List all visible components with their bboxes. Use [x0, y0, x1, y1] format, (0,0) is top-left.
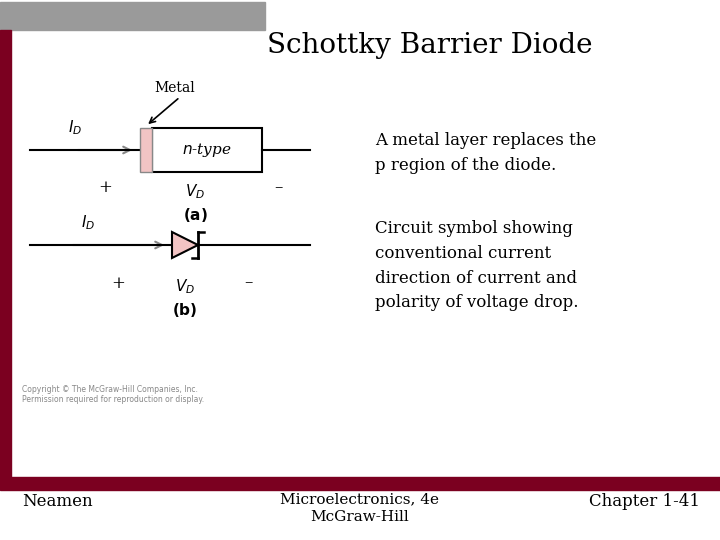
- Polygon shape: [172, 232, 198, 258]
- Text: $V_D$: $V_D$: [175, 278, 195, 296]
- Text: $\mathbf{(a)}$: $\mathbf{(a)}$: [183, 206, 207, 224]
- Text: +: +: [98, 179, 112, 197]
- Bar: [0, 2, 265, 30]
- Bar: [0, 30, 11, 478]
- Text: Copyright © The McGraw-Hill Companies, Inc.
Permission required for reproduction: Copyright © The McGraw-Hill Companies, I…: [22, 385, 204, 404]
- Text: Chapter 1-41: Chapter 1-41: [589, 494, 700, 510]
- Text: –: –: [244, 274, 252, 292]
- Bar: [0, 477, 720, 490]
- Text: $\mathbf{(b)}$: $\mathbf{(b)}$: [172, 301, 198, 319]
- Text: Microelectronics, 4e
McGraw-Hill: Microelectronics, 4e McGraw-Hill: [281, 492, 439, 524]
- Text: $n$-type: $n$-type: [182, 141, 232, 159]
- Text: $I_D$: $I_D$: [68, 118, 82, 137]
- Text: $I_D$: $I_D$: [81, 213, 95, 232]
- Text: $V_D$: $V_D$: [185, 183, 205, 201]
- Text: A metal layer replaces the
p region of the diode.: A metal layer replaces the p region of t…: [375, 132, 596, 174]
- Text: Metal: Metal: [155, 81, 195, 95]
- Text: Neamen: Neamen: [22, 494, 93, 510]
- Text: +: +: [111, 274, 125, 292]
- Text: Circuit symbol showing
conventional current
direction of current and
polarity of: Circuit symbol showing conventional curr…: [375, 220, 578, 312]
- Bar: [140, 128, 152, 172]
- Text: –: –: [274, 179, 282, 197]
- Text: Schottky Barrier Diode: Schottky Barrier Diode: [267, 32, 593, 59]
- Bar: [152, 128, 262, 172]
